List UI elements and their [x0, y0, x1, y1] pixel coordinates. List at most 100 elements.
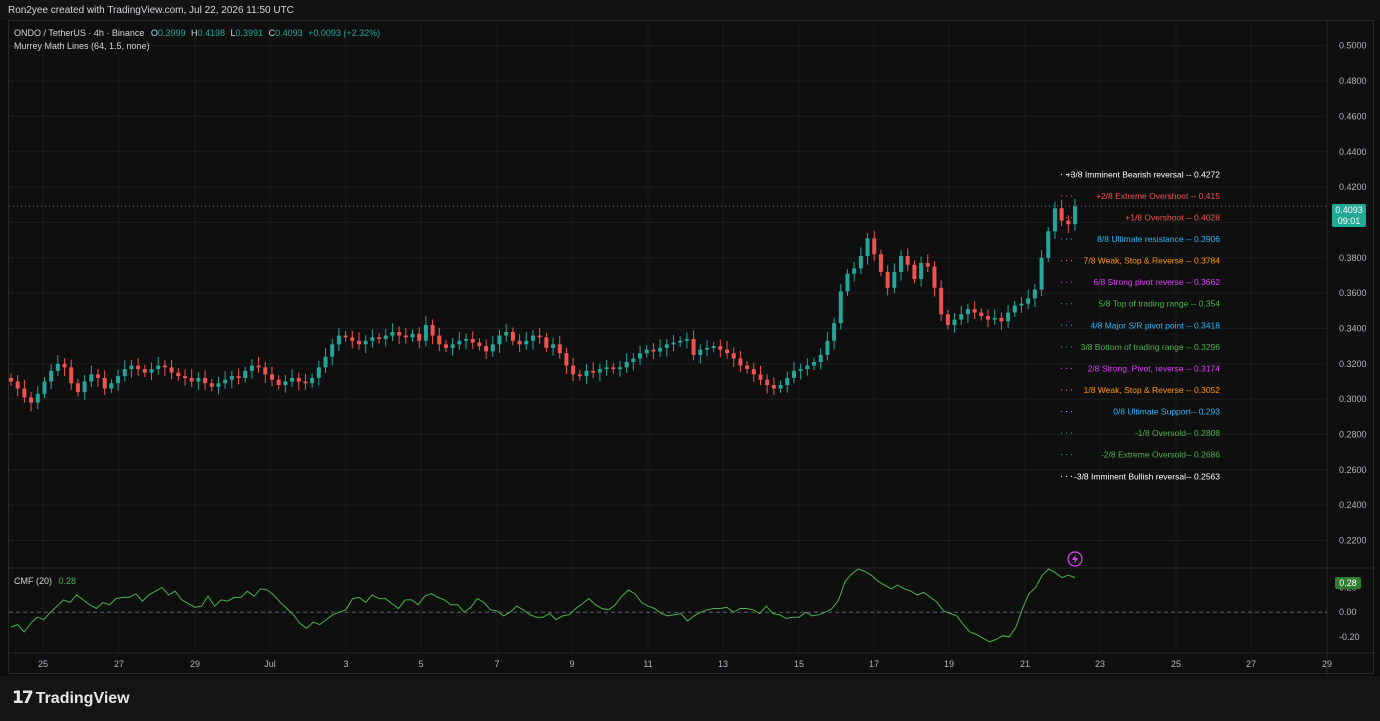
- candle-body: [497, 335, 502, 345]
- candle-body: [49, 370, 54, 382]
- murrey-level-value: 0.3174: [1194, 363, 1220, 373]
- candle-body: [624, 362, 629, 368]
- candle-body: [122, 369, 127, 377]
- price-tick-label: 0.4400: [1339, 147, 1367, 157]
- candle-body: [597, 369, 602, 373]
- candle-body: [22, 388, 27, 398]
- candle-body: [356, 340, 361, 345]
- candle-body: [557, 344, 562, 354]
- candle-body: [15, 381, 20, 389]
- time-tick-label: 25: [38, 659, 48, 669]
- murrey-line-label: 1/8 Weak, Stop & Reverse -- 0.3052: [1084, 385, 1221, 395]
- time-tick-label: 21: [1020, 659, 1030, 669]
- price-tick-label: 0.3000: [1339, 394, 1367, 404]
- time-tick-label: 3: [343, 659, 348, 669]
- candle-body: [932, 266, 937, 288]
- murrey-level-name: -2/8 Extreme Oversold--: [1101, 450, 1194, 460]
- price-tick-label: 0.4600: [1339, 111, 1367, 121]
- candle-body: [725, 349, 730, 354]
- candle-body: [410, 333, 415, 338]
- time-tick-label: 25: [1171, 659, 1181, 669]
- murrey-level-value: 0.3906: [1194, 234, 1220, 244]
- candle-body: [1052, 208, 1057, 232]
- close-value: 0.4093: [275, 28, 303, 38]
- current-price-tag: 0.4093 09:01: [1332, 204, 1366, 227]
- candle-body: [89, 374, 94, 382]
- murrey-line-label: 2/8 Strong, Pivot, reverse -- 0.3174: [1088, 363, 1221, 373]
- time-tick-label: Jul: [264, 659, 276, 669]
- indicator-legend[interactable]: Murrey Math Lines (64, 1.5, none): [14, 41, 150, 51]
- lightning-bolt-icon: [1067, 551, 1083, 567]
- murrey-level-name: 2/8 Strong, Pivot, reverse --: [1088, 363, 1194, 373]
- candle-body: [490, 344, 495, 352]
- candle-body: [858, 256, 863, 269]
- candle-body: [216, 383, 221, 387]
- murrey-level-name: 4/8 Major S/R pivot point --: [1091, 320, 1194, 330]
- candle-body: [999, 317, 1004, 322]
- chart-area[interactable]: 0.50000.48000.46000.44000.42000.40000.38…: [8, 20, 1375, 675]
- candle-body: [129, 365, 134, 370]
- candle-body: [986, 316, 991, 320]
- tradingview-logo[interactable]: 𝟭𝟳 TradingView: [12, 688, 130, 708]
- time-tick-label: 7: [494, 659, 499, 669]
- candle-body: [1032, 289, 1037, 299]
- change-value: +0.0093 (+2.32%): [308, 28, 381, 38]
- murrey-level-name: -3/8 Imminent Bullish reversal--: [1074, 471, 1194, 481]
- open-label: O: [150, 28, 158, 38]
- candle-body: [631, 358, 636, 363]
- candle-body: [189, 377, 194, 382]
- candle-body: [805, 365, 810, 370]
- candle-body: [162, 365, 167, 368]
- candle-body: [671, 342, 676, 345]
- candle-body: [136, 365, 141, 370]
- candle-body: [872, 238, 877, 255]
- candle-body: [611, 367, 616, 370]
- candle-body: [591, 370, 596, 373]
- candle-body: [584, 370, 589, 377]
- murrey-line-label: +3/8 Imminent Bearish reversal -- 0.4272: [1066, 169, 1221, 179]
- candle-body: [42, 381, 47, 394]
- cmf-legend[interactable]: CMF (20) 0.28: [14, 576, 76, 586]
- candle-body: [945, 314, 950, 325]
- time-tick-label: 27: [114, 659, 124, 669]
- murrey-level-name: +2/8 Extreme Overshoot --: [1096, 191, 1199, 201]
- candle-body: [812, 362, 817, 366]
- candle-body: [316, 367, 321, 378]
- candle-body: [684, 339, 689, 341]
- candle-body: [832, 323, 837, 341]
- time-tick-label: 11: [643, 659, 652, 669]
- candle-body: [276, 379, 281, 385]
- price-chart[interactable]: 0.50000.48000.46000.44000.42000.40000.38…: [9, 21, 1375, 675]
- candle-body: [1039, 257, 1044, 290]
- candle-body: [203, 377, 208, 384]
- candle-body: [383, 335, 388, 340]
- candle-body: [1073, 206, 1077, 225]
- murrey-line-label: -1/8 Oversold-- 0.2808: [1135, 428, 1220, 438]
- candle-body: [229, 376, 234, 380]
- candle-body: [142, 369, 147, 373]
- candle-body: [1019, 303, 1024, 306]
- price-tick-label: 0.5000: [1339, 41, 1367, 51]
- candle-body: [798, 369, 803, 371]
- murrey-line-label: -2/8 Extreme Oversold-- 0.2686: [1101, 450, 1220, 460]
- candle-body: [443, 344, 448, 348]
- murrey-level-name: 7/8 Weak, Stop & Reverse --: [1084, 256, 1194, 266]
- murrey-level-name: 1/8 Weak, Stop & Reverse --: [1084, 385, 1194, 395]
- candle-body: [965, 309, 970, 315]
- candle-body: [35, 393, 40, 403]
- candle-body: [477, 342, 482, 347]
- candle-body: [350, 337, 355, 341]
- candle-body: [838, 291, 843, 324]
- candle-body: [397, 331, 402, 336]
- murrey-level-value: 0.415: [1199, 191, 1221, 201]
- candle-body: [62, 363, 67, 368]
- candle-body: [417, 333, 422, 341]
- candle-body: [377, 337, 382, 340]
- candle-body: [617, 367, 622, 370]
- candle-body: [604, 367, 609, 370]
- murrey-level-value: 0.3296: [1194, 342, 1220, 352]
- candle-body: [791, 370, 796, 378]
- candle-body: [925, 263, 930, 267]
- price-tick-label: 0.2400: [1339, 500, 1367, 510]
- murrey-level-value: 0.2563: [1194, 471, 1220, 481]
